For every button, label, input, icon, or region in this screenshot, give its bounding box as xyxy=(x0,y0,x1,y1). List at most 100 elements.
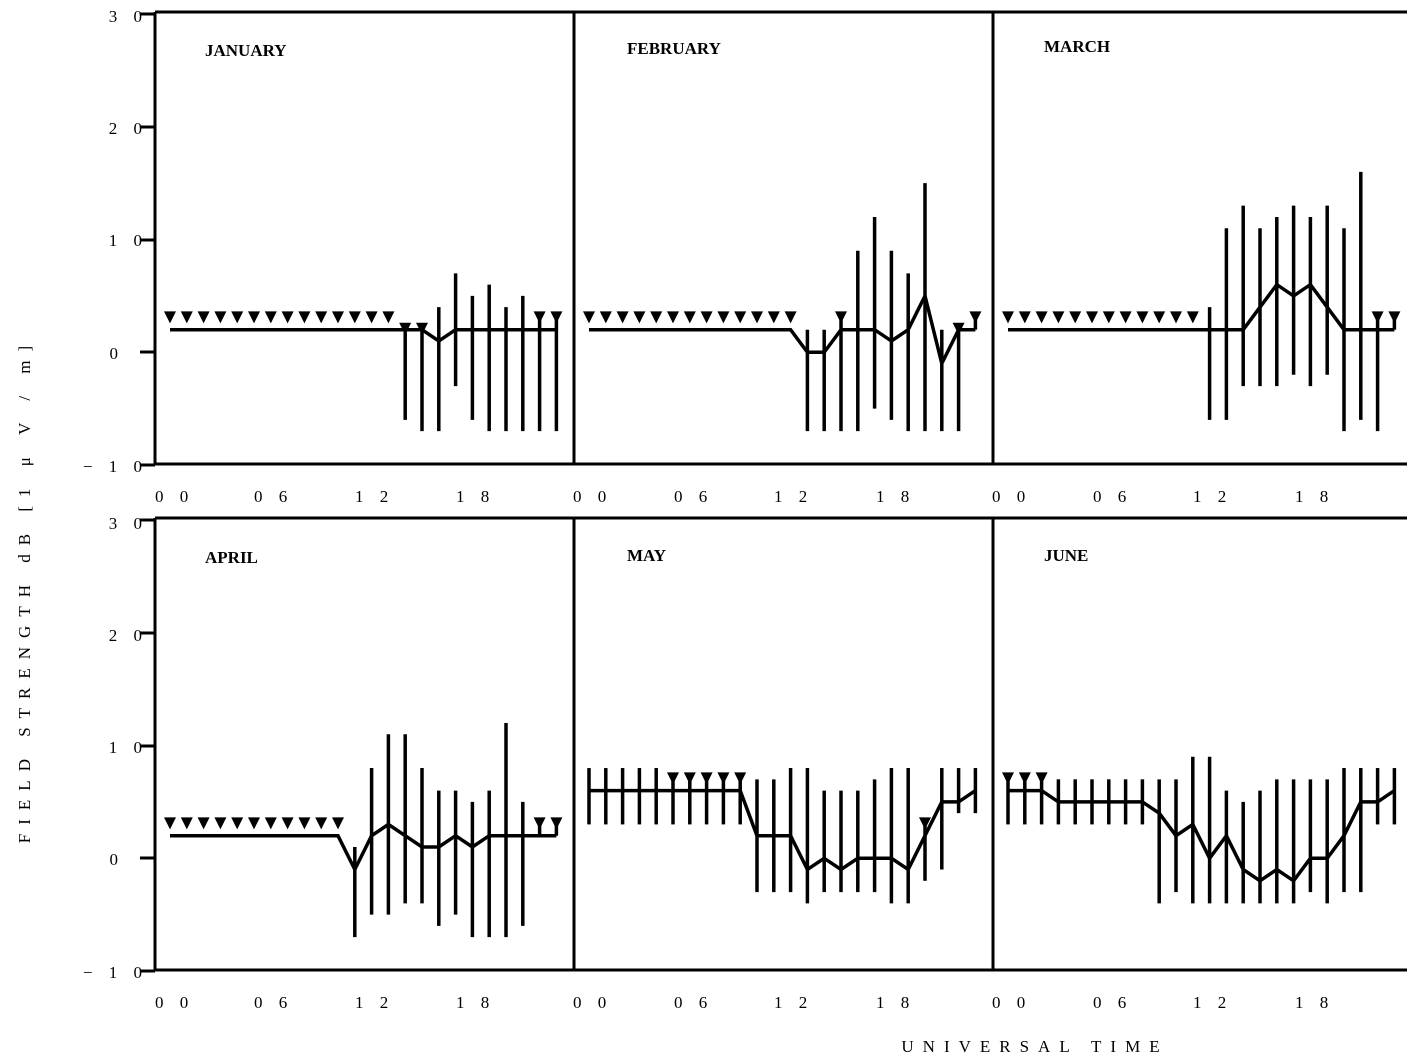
x-tick-label: 1 2 xyxy=(355,487,394,506)
y-tick-label: 1 0 xyxy=(109,738,148,757)
limit-marker xyxy=(533,311,546,324)
x-tick-label: 0 6 xyxy=(254,993,293,1012)
y-tick-label: 2 0 xyxy=(109,626,148,645)
limit-marker xyxy=(550,817,563,830)
limit-marker xyxy=(231,817,244,830)
x-tick-label: 1 8 xyxy=(456,993,495,1012)
y-tick-label: 0 xyxy=(110,850,125,869)
limit-marker xyxy=(214,817,227,830)
x-tick-label: 0 6 xyxy=(674,487,713,506)
median-line xyxy=(1008,788,1396,884)
y-tick-label: 2 0 xyxy=(109,119,148,138)
limit-marker xyxy=(315,817,328,830)
limit-marker xyxy=(1119,311,1132,324)
limit-marker xyxy=(197,817,210,830)
limit-marker xyxy=(281,817,294,830)
panel-title: JANUARY xyxy=(205,41,287,60)
limit-marker xyxy=(1371,311,1384,324)
limit-marker xyxy=(1002,311,1014,324)
limit-marker xyxy=(315,311,328,324)
x-tick-label: 1 2 xyxy=(1193,487,1232,506)
panel-may: MAY xyxy=(587,546,978,904)
x-tick-label: 0 6 xyxy=(1093,487,1132,506)
limit-marker xyxy=(164,311,176,324)
x-tick-label: 0 0 xyxy=(992,487,1031,506)
limit-marker xyxy=(616,311,629,324)
limit-marker xyxy=(835,311,847,324)
limit-marker xyxy=(667,311,679,324)
panel-title: MARCH xyxy=(1044,37,1110,56)
median-line xyxy=(589,290,976,369)
x-tick-label: 1 8 xyxy=(1295,993,1334,1012)
y-tick-label: − 1 0 xyxy=(83,457,148,476)
limit-marker xyxy=(767,311,780,324)
limit-marker xyxy=(734,311,747,324)
x-tick-label: 0 0 xyxy=(155,487,194,506)
median-line xyxy=(589,788,977,873)
x-tick-label: 1 2 xyxy=(774,487,813,506)
limit-marker xyxy=(164,817,176,830)
panel-april: APRIL xyxy=(164,548,563,938)
limit-marker xyxy=(1069,311,1082,324)
limit-marker xyxy=(583,311,595,324)
median-line xyxy=(170,327,557,344)
limit-marker xyxy=(550,311,563,324)
panel-title: MAY xyxy=(627,546,666,565)
limit-marker xyxy=(633,311,646,324)
x-tick-label: 1 8 xyxy=(456,487,495,506)
limit-marker xyxy=(717,311,730,324)
panel-title: APRIL xyxy=(205,548,258,567)
limit-marker xyxy=(683,311,696,324)
x-tick-label: 0 6 xyxy=(1093,993,1132,1012)
limit-marker xyxy=(180,311,193,324)
limit-marker xyxy=(1153,311,1166,324)
limit-marker xyxy=(298,311,311,324)
limit-marker xyxy=(382,311,395,324)
x-tick-label: 1 8 xyxy=(1295,487,1334,506)
limit-marker xyxy=(348,311,361,324)
x-tick-label: 1 2 xyxy=(355,993,394,1012)
limit-marker xyxy=(667,772,679,785)
limit-marker xyxy=(332,817,344,830)
x-tick-label: 1 2 xyxy=(774,993,813,1012)
limit-marker xyxy=(1388,311,1401,324)
limit-marker xyxy=(717,772,730,785)
limit-marker xyxy=(650,311,663,324)
limit-marker xyxy=(365,311,378,324)
panel-january: JANUARY xyxy=(164,41,563,432)
limit-marker xyxy=(1052,311,1065,324)
limit-marker xyxy=(1035,311,1048,324)
y-tick-label: 3 0 xyxy=(109,7,148,26)
x-tick-label: 1 2 xyxy=(1193,993,1232,1012)
x-tick-label: 1 8 xyxy=(876,487,915,506)
limit-marker xyxy=(298,817,311,830)
limit-marker xyxy=(919,817,931,830)
x-tick-label: 0 0 xyxy=(155,993,194,1012)
limit-marker xyxy=(1002,772,1014,785)
median-line xyxy=(170,822,557,874)
limit-marker xyxy=(784,311,797,324)
x-axis-title: UNIVERSAL TIME xyxy=(901,1037,1168,1056)
x-tick-label: 0 0 xyxy=(573,993,612,1012)
panel-title: FEBRUARY xyxy=(627,39,721,58)
limit-marker xyxy=(533,817,546,830)
panel-title: JUNE xyxy=(1044,546,1088,565)
limit-marker xyxy=(180,817,193,830)
y-axis-ticks xyxy=(140,12,155,973)
y-tick-label: 3 0 xyxy=(109,514,148,533)
limit-marker xyxy=(197,311,210,324)
limit-marker xyxy=(1136,311,1149,324)
limit-marker xyxy=(264,311,277,324)
limit-marker xyxy=(281,311,294,324)
limit-marker xyxy=(231,311,244,324)
x-tick-label: 1 8 xyxy=(876,993,915,1012)
panel-june: JUNE xyxy=(1002,546,1397,904)
x-tick-label: 0 0 xyxy=(992,993,1031,1012)
limit-marker xyxy=(599,311,612,324)
limit-marker xyxy=(214,311,227,324)
limit-marker xyxy=(1018,772,1031,785)
x-tick-label: 0 0 xyxy=(573,487,612,506)
y-tick-label: − 1 0 xyxy=(83,963,148,982)
y-tick-label: 1 0 xyxy=(109,231,148,250)
